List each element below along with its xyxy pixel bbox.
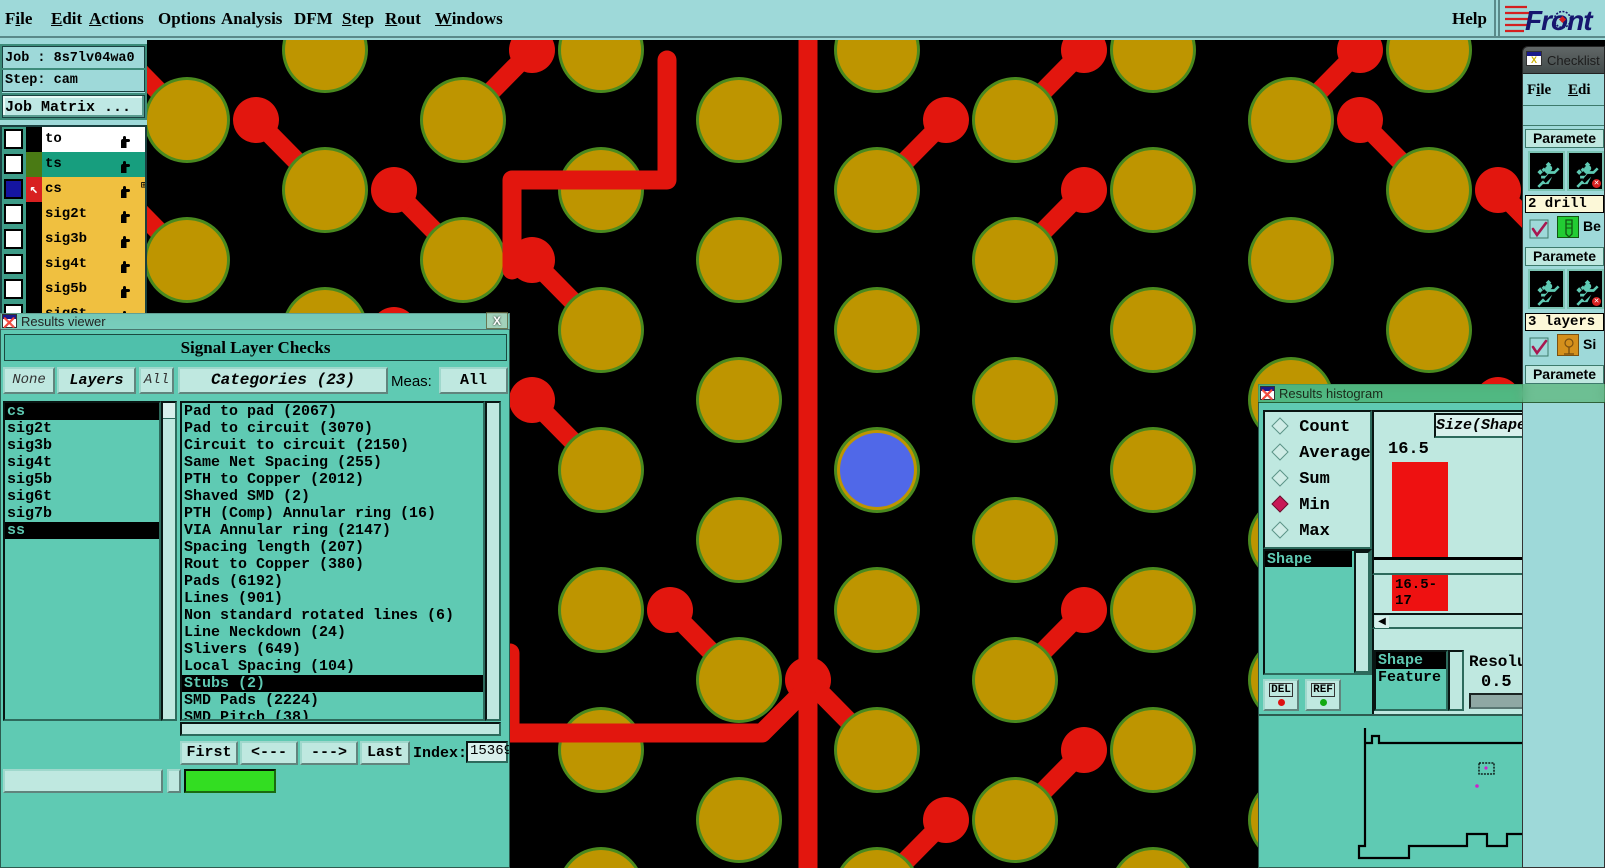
svg-text:Front: Front bbox=[1525, 5, 1594, 36]
